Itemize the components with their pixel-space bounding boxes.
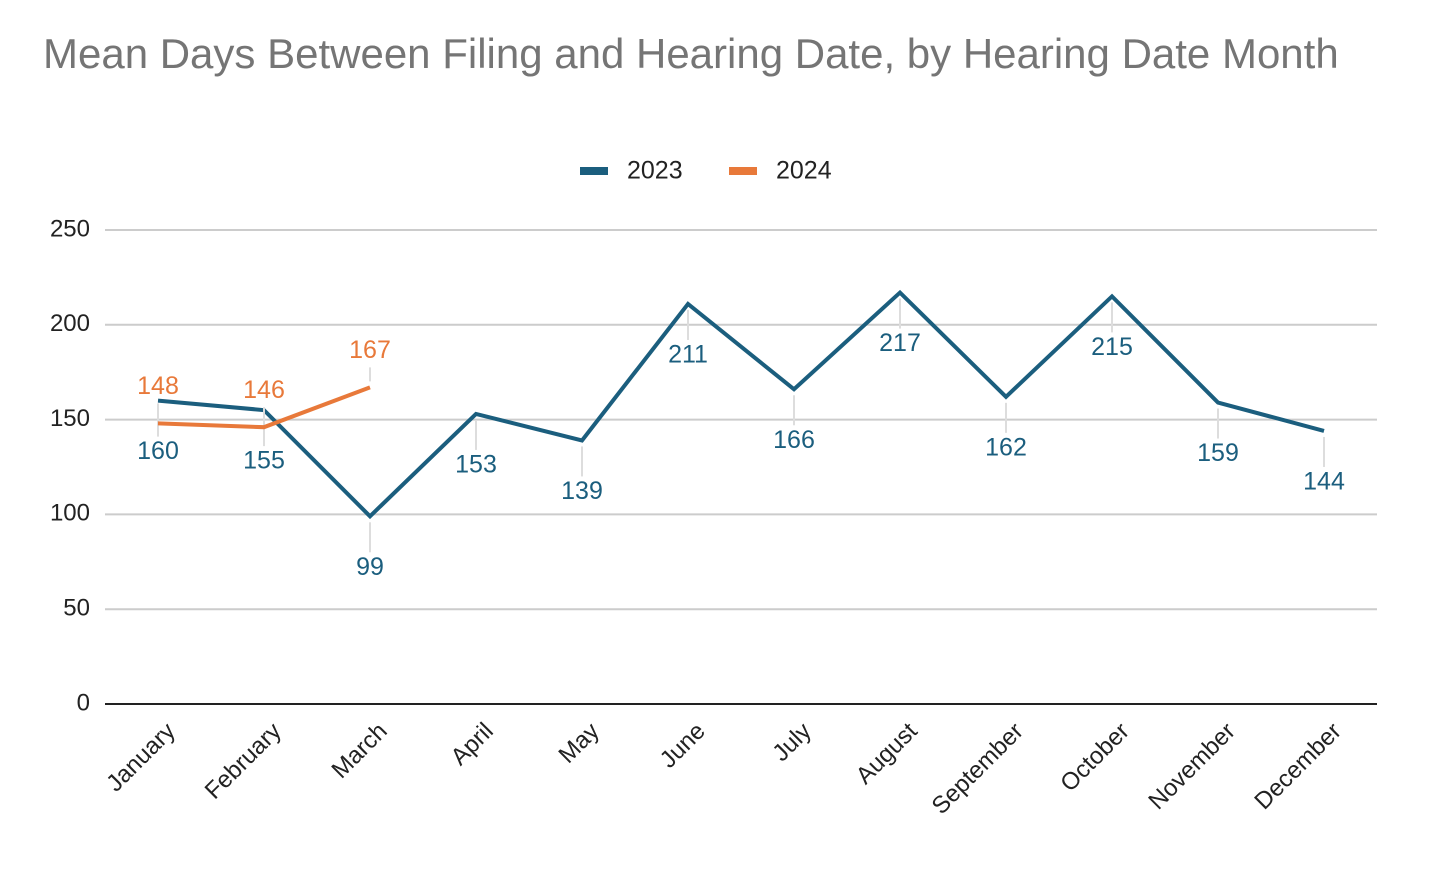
x-tick-label: November	[1143, 718, 1240, 815]
data-label: 160	[137, 437, 179, 465]
x-tick-label: September	[927, 718, 1029, 820]
x-tick-label: May	[554, 718, 605, 769]
x-tick-label: August	[851, 717, 923, 789]
x-tick-label: April	[446, 718, 499, 771]
x-tick-label: July	[767, 718, 816, 767]
y-tick-label: 150	[50, 405, 90, 432]
data-label: 146	[243, 376, 285, 404]
x-tick-label: March	[326, 718, 392, 784]
y-tick-label: 0	[77, 689, 90, 716]
x-tick-label: January	[101, 718, 180, 797]
legend-swatch	[729, 167, 757, 175]
data-label: 211	[668, 341, 708, 369]
data-label: 153	[455, 451, 497, 479]
data-label: 162	[985, 433, 1027, 461]
x-tick-label: October	[1055, 718, 1134, 797]
y-tick-label: 200	[50, 310, 90, 337]
y-tick-label: 100	[50, 500, 90, 527]
data-label: 167	[349, 336, 391, 364]
y-tick-label: 50	[63, 595, 90, 622]
x-tick-label: February	[200, 718, 287, 805]
data-label: 217	[879, 329, 921, 357]
legend-label: 2024	[776, 157, 832, 185]
data-label: 155	[243, 447, 285, 475]
series-line	[157, 289, 1325, 520]
data-label: 159	[1197, 439, 1239, 467]
legend-swatch	[580, 167, 608, 175]
data-label: 139	[561, 477, 603, 505]
data-label: 148	[137, 372, 179, 400]
data-label: 99	[356, 553, 384, 581]
legend-label: 2023	[627, 157, 683, 185]
x-tick-label: June	[655, 718, 711, 774]
y-tick-label: 250	[50, 215, 90, 242]
data-label: 144	[1303, 468, 1345, 496]
series-line	[157, 385, 371, 430]
x-tick-label: December	[1249, 718, 1346, 815]
data-label: 166	[773, 426, 815, 454]
chart-title: Mean Days Between Filing and Hearing Dat…	[43, 30, 1339, 77]
data-label: 215	[1091, 333, 1133, 361]
